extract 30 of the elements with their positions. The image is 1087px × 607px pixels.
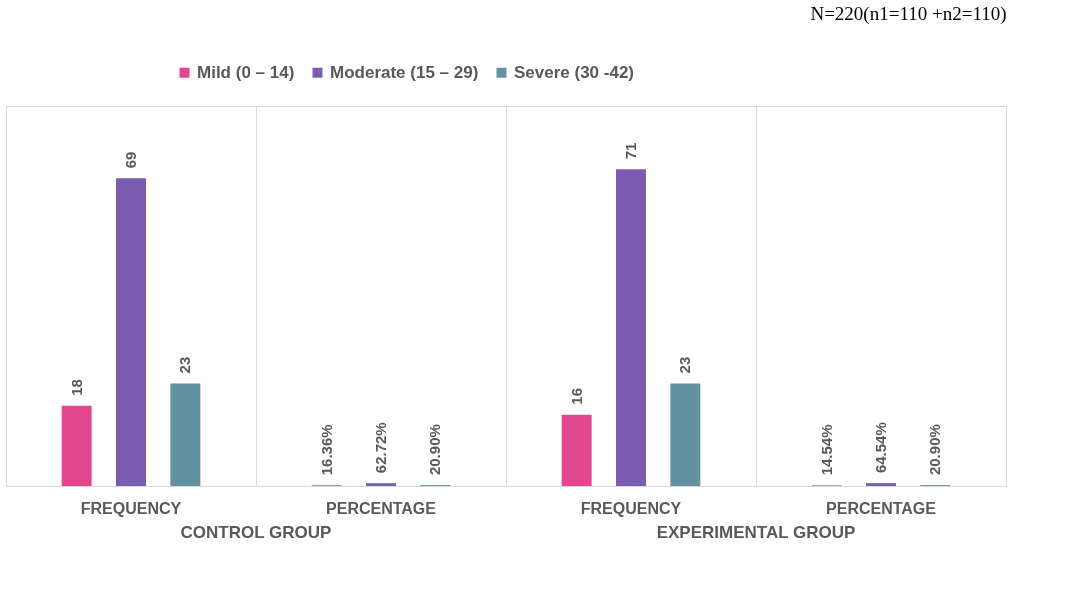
legend-label: Mild (0 – 14) [197, 62, 295, 82]
data-label: 62.72% [372, 422, 389, 474]
data-label: 64.54% [872, 422, 889, 474]
data-label: 16 [567, 387, 585, 405]
data-label: 20.90% [426, 424, 444, 476]
bar [116, 178, 146, 486]
data-label: 16.36% [317, 424, 335, 476]
bar [866, 483, 896, 486]
x-tick-label: FREQUENCY [80, 499, 182, 517]
bar [561, 414, 592, 486]
text: CONTROL GROUP [180, 523, 332, 542]
x-tick-label: FREQUENCY [580, 499, 682, 517]
bar [61, 405, 92, 486]
chart-subtitle: N=220(n1=110 +n2=110) [810, 3, 1007, 25]
data-label: 23 [176, 356, 194, 374]
bar [170, 383, 201, 486]
legend-label: Moderate (15 – 29) [330, 62, 479, 82]
bar [616, 169, 646, 486]
data-label: 69 [122, 151, 139, 169]
data-label: 14.54% [817, 424, 835, 476]
data-label: 71 [622, 142, 639, 160]
bar [670, 383, 701, 486]
data-label: 20.90% [926, 424, 944, 476]
legend-label: Severe (30 -42) [514, 62, 635, 82]
x-tick-label: PERCENTAGE [826, 499, 937, 517]
x-tick-label: PERCENTAGE [326, 499, 437, 517]
data-label: 23 [676, 356, 694, 374]
data-label: 18 [67, 379, 85, 396]
text: EXPERIMENTAL GROUP [656, 523, 856, 542]
bar [366, 483, 396, 486]
